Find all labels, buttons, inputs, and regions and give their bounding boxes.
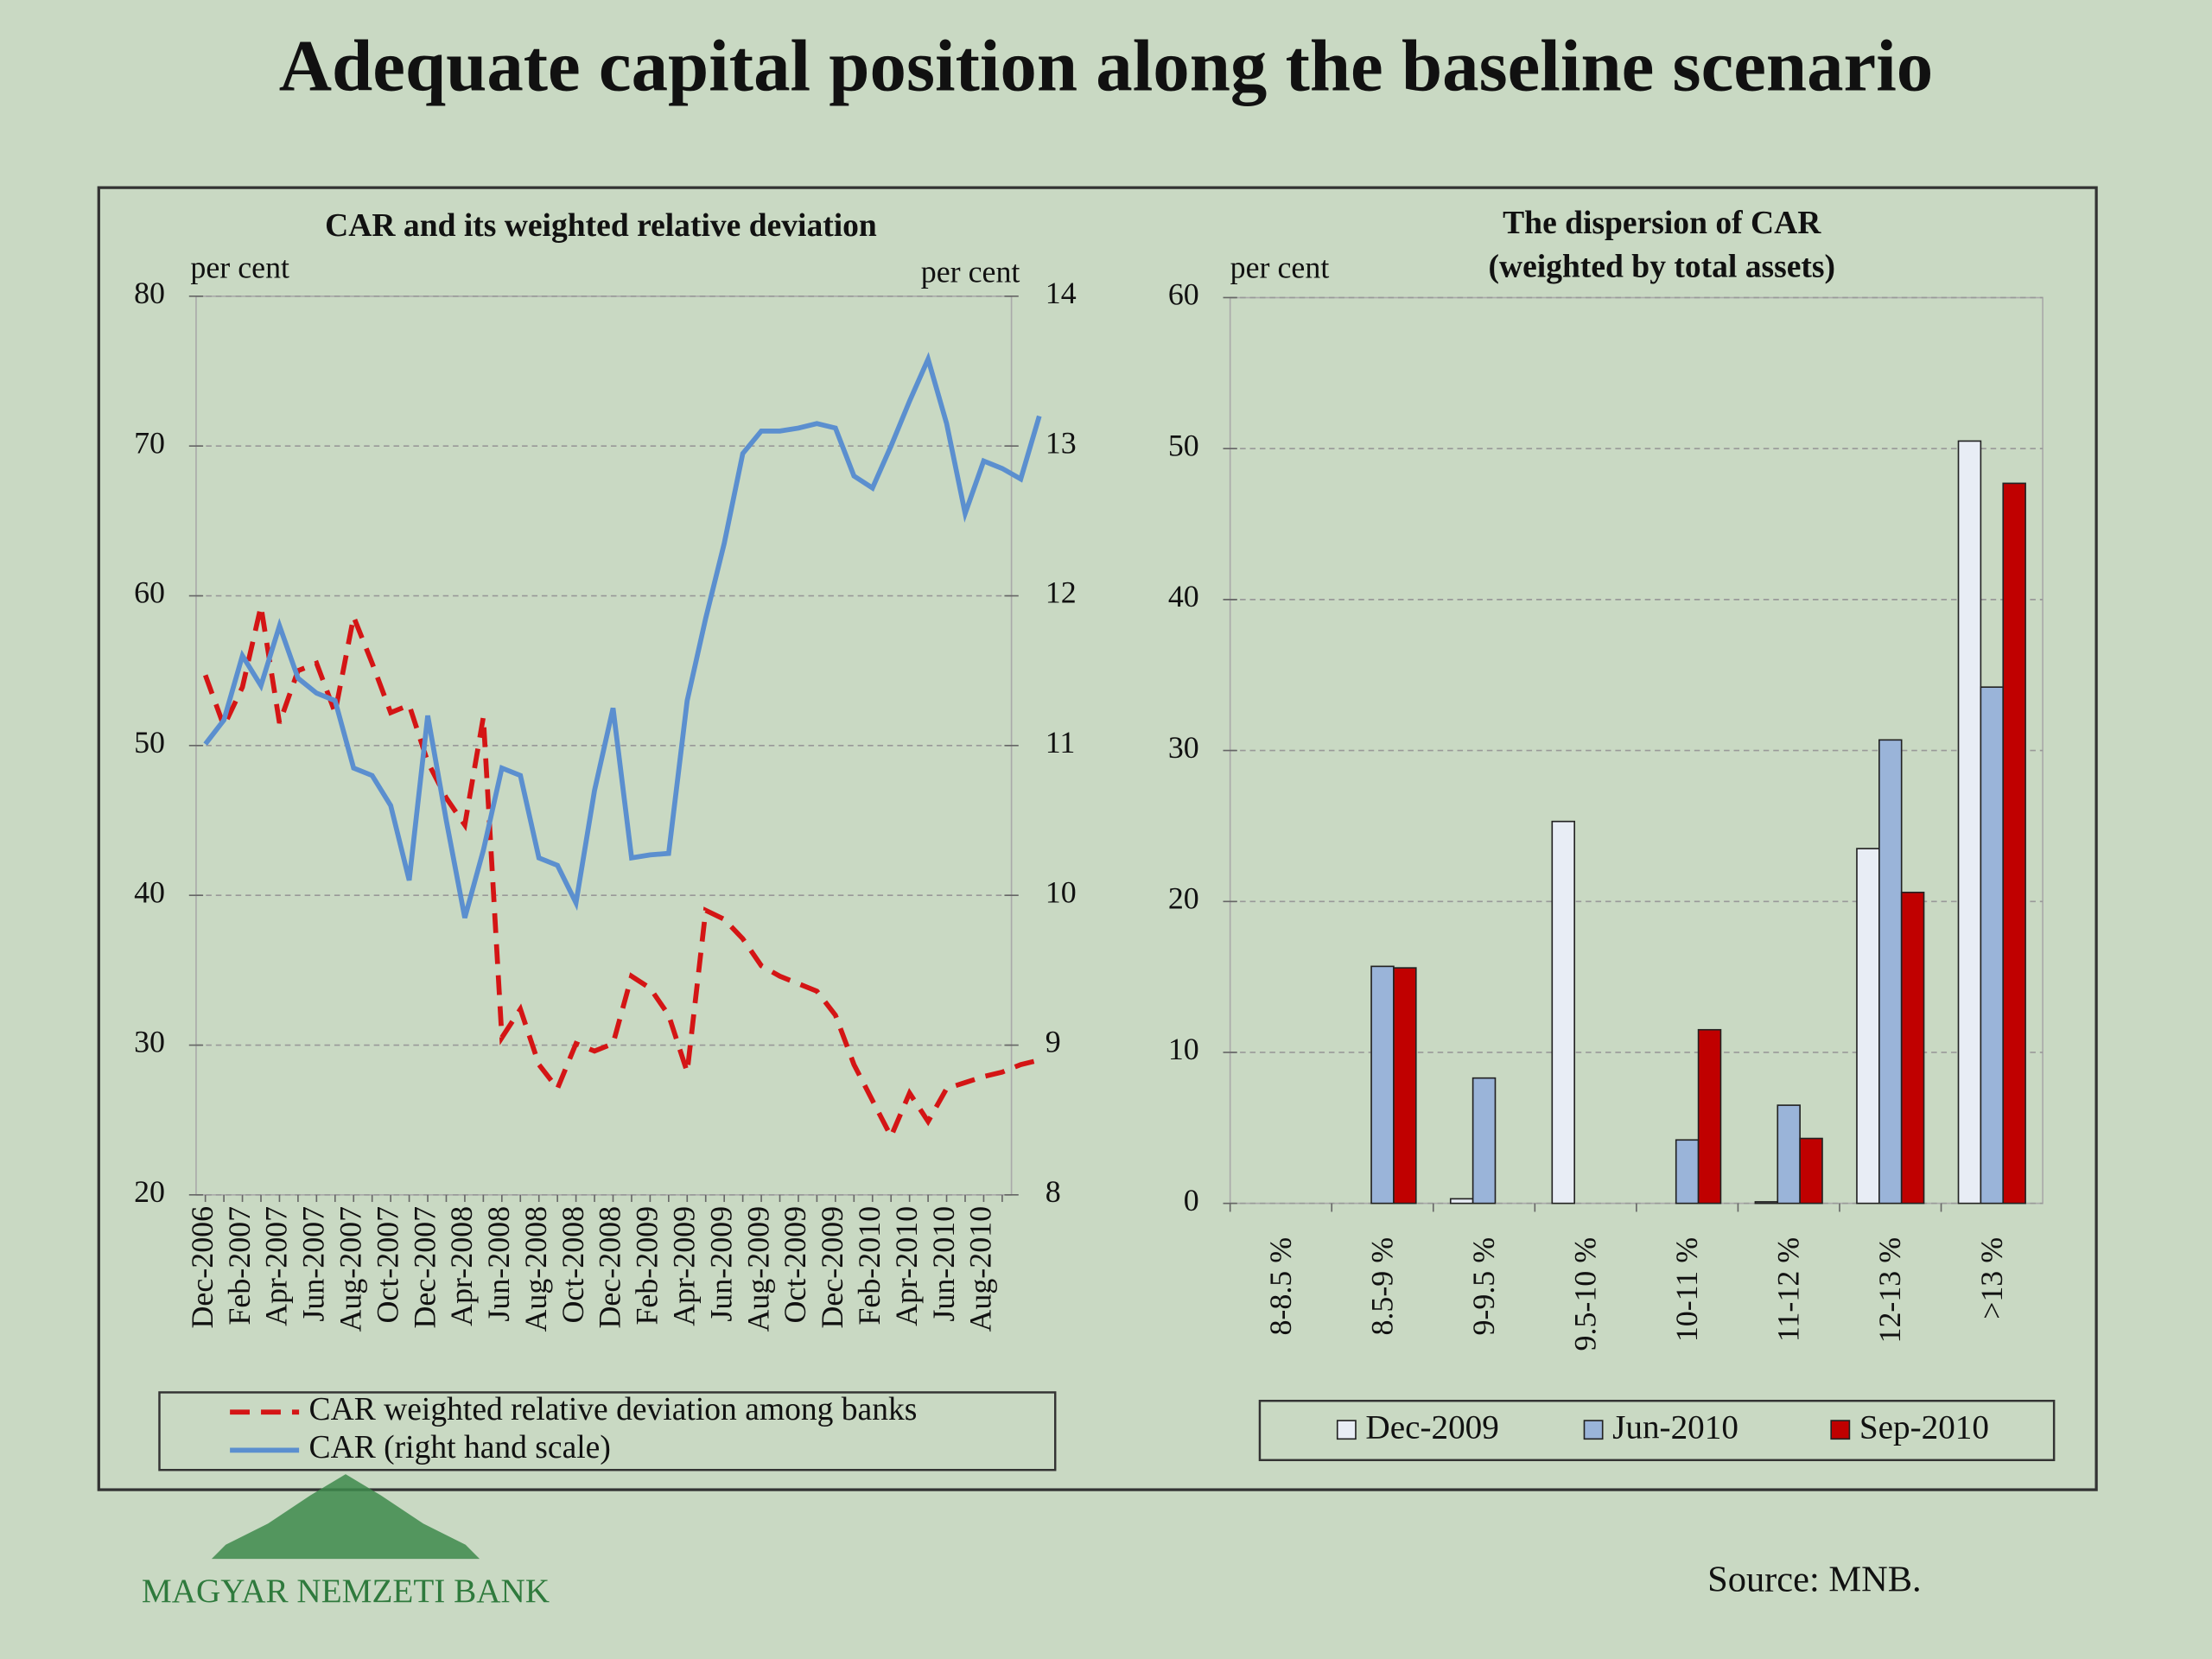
chart-subtitle: (weighted by total assets) xyxy=(1489,249,1836,284)
frame xyxy=(97,186,2098,1491)
legend-label: Jun-2010 xyxy=(1612,1408,1738,1446)
x-tick-label: Apr-2010 xyxy=(889,1206,924,1326)
y-axis-label: per cent xyxy=(1230,251,1330,285)
bar xyxy=(1449,1198,1474,1205)
x-tick-label: Dec-2007 xyxy=(407,1206,442,1329)
x-tick-label: Jun-2009 xyxy=(703,1206,738,1322)
y-tick-label: 40 xyxy=(134,874,165,909)
legend-label: CAR (right hand scale) xyxy=(309,1430,611,1465)
x-tick-label: Dec-2008 xyxy=(593,1206,627,1329)
x-tick-label: Aug-2007 xyxy=(333,1206,367,1332)
legend-swatch xyxy=(1336,1420,1357,1440)
x-tick-label: Apr-2008 xyxy=(444,1206,479,1326)
y-tick-label: 50 xyxy=(1168,428,1199,462)
y-tick-label: 20 xyxy=(134,1174,165,1209)
y-axis-label: per cent xyxy=(190,251,289,285)
bar xyxy=(1799,1137,1823,1205)
y-tick-label: 50 xyxy=(134,725,165,760)
x-tick-label: Feb-2009 xyxy=(630,1206,664,1325)
x-tick-label: Aug-2009 xyxy=(741,1206,775,1332)
x-tick-label: Feb-2010 xyxy=(852,1206,887,1325)
y-tick-label: 20 xyxy=(1168,880,1199,915)
x-tick-label: 11-12 % xyxy=(1771,1237,1806,1342)
data-line xyxy=(203,352,1042,918)
x-tick-label: Apr-2007 xyxy=(259,1206,294,1326)
y-tick-label: 60 xyxy=(134,575,165,610)
y-tick-label: 13 xyxy=(1046,425,1077,460)
bar xyxy=(1370,965,1395,1205)
logo-emblem xyxy=(211,1474,480,1560)
x-tick-label: Jun-2010 xyxy=(926,1206,961,1322)
chart-title: The dispersion of CAR xyxy=(1503,206,1821,241)
bar xyxy=(1900,891,1925,1205)
x-tick-label: 9.5-10 % xyxy=(1568,1237,1603,1351)
x-tick-label: Dec-2006 xyxy=(185,1206,219,1329)
x-tick-label: Oct-2009 xyxy=(778,1206,812,1324)
y-tick-label: 30 xyxy=(134,1025,165,1059)
y2-axis-label: per cent xyxy=(921,255,1020,289)
y-tick-label: 70 xyxy=(134,425,165,460)
bar xyxy=(1856,848,1880,1205)
bar xyxy=(1957,440,1982,1205)
legend-label: Sep-2010 xyxy=(1859,1408,1989,1446)
bar xyxy=(1754,1201,1779,1205)
bar xyxy=(1980,686,2005,1205)
bar xyxy=(1393,967,1417,1205)
y-tick-label: 0 xyxy=(1184,1183,1199,1217)
legend-swatch xyxy=(1583,1420,1604,1440)
y-tick-label: 12 xyxy=(1046,575,1077,610)
legend-label: Dec-2009 xyxy=(1365,1408,1498,1446)
bar xyxy=(1697,1028,1722,1205)
x-tick-label: 12-13 % xyxy=(1872,1237,1907,1344)
x-tick-label: 10-11 % xyxy=(1669,1237,1704,1342)
y-tick-label: 80 xyxy=(134,276,165,310)
y-tick-label: 30 xyxy=(1168,730,1199,765)
chart-title: CAR and its weighted relative deviation xyxy=(325,208,877,244)
y-tick-label: 10 xyxy=(1046,874,1077,909)
y-tick-label: 40 xyxy=(1168,579,1199,613)
data-line xyxy=(202,606,1040,1142)
bar xyxy=(1878,739,1903,1205)
x-tick-label: Jun-2007 xyxy=(296,1206,331,1322)
y-tick-label: 9 xyxy=(1046,1025,1061,1059)
y-tick-label: 10 xyxy=(1168,1032,1199,1066)
y-tick-label: 11 xyxy=(1046,725,1076,760)
x-tick-label: 8-8.5 % xyxy=(1263,1237,1298,1336)
logo-text: MAGYAR NEMZETI BANK xyxy=(142,1573,550,1610)
bar xyxy=(1471,1077,1497,1205)
x-tick-label: Oct-2007 xyxy=(370,1206,404,1324)
bar xyxy=(1675,1139,1700,1205)
legend-box xyxy=(1258,1400,2056,1462)
legend-box xyxy=(158,1391,1057,1471)
slide-title: Adequate capital position along the base… xyxy=(279,25,1933,106)
bar xyxy=(1777,1104,1801,1205)
x-tick-label: Dec-2009 xyxy=(815,1206,849,1329)
x-tick-label: Feb-2007 xyxy=(222,1206,257,1325)
legend-label: CAR weighted relative deviation among ba… xyxy=(309,1392,918,1427)
bar xyxy=(2002,482,2026,1205)
x-tick-label: 9-9.5 % xyxy=(1466,1237,1501,1336)
y-tick-label: 60 xyxy=(1168,277,1199,312)
x-tick-label: Aug-2010 xyxy=(963,1206,998,1332)
x-tick-label: Oct-2008 xyxy=(556,1206,590,1324)
x-tick-label: Aug-2008 xyxy=(518,1206,553,1332)
logo: MAGYAR NEMZETI BANK xyxy=(142,1474,550,1610)
x-tick-label: Jun-2008 xyxy=(481,1206,516,1322)
x-tick-label: Apr-2009 xyxy=(667,1206,702,1326)
x-tick-label: >13 % xyxy=(1974,1237,2009,1319)
bar xyxy=(1551,820,1575,1205)
y-tick-label: 8 xyxy=(1046,1174,1061,1209)
legend-swatch xyxy=(1830,1420,1851,1440)
source: Source: MNB. xyxy=(1707,1560,1922,1600)
x-tick-label: 8.5-9 % xyxy=(1364,1237,1399,1336)
y-tick-label: 14 xyxy=(1046,276,1077,310)
